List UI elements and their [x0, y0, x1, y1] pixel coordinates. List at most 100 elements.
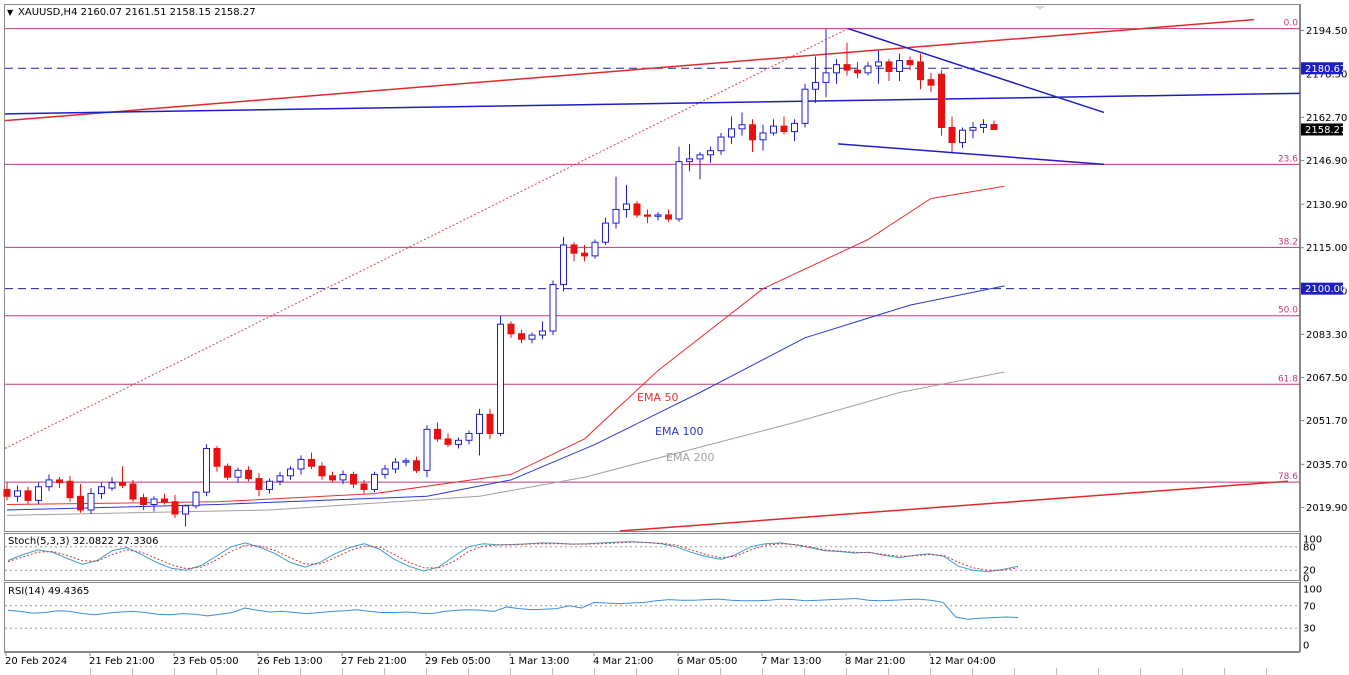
current-price-tag: [1301, 123, 1343, 136]
collapse-arrow-icon[interactable]: ▼: [7, 8, 14, 17]
candle-bearish: [854, 69, 861, 74]
stoch-tick-label: 0: [1303, 574, 1309, 585]
candle-bullish: [203, 447, 210, 493]
candle-bullish: [560, 244, 567, 286]
candle-bullish: [528, 334, 536, 340]
candle-bullish: [182, 505, 189, 515]
price-tag-label: 2100.00: [1305, 284, 1346, 295]
one-click-trading-handle[interactable]: [1035, 6, 1045, 10]
price-axis: 2194.50 2178.50 2162.70 2146.90 2130.90 2115.…: [1300, 26, 1347, 514]
ema50-line: [6, 185, 1005, 505]
trendline-blue-horizontal: [4, 92, 1301, 115]
candle-bullish: [98, 486, 105, 495]
candle-bearish: [360, 483, 368, 490]
time-tick-label: 8 Mar 21:00: [845, 656, 905, 667]
candle-bearish: [990, 124, 998, 130]
candle-bearish: [3, 488, 11, 497]
candle-bullish: [833, 64, 840, 74]
level-price-tag: [1301, 282, 1343, 295]
price-tick-label: 2067.50: [1306, 373, 1347, 384]
stoch-main-line: [7, 541, 1019, 573]
time-axis: 20 Feb 2024 21 Feb 21:00 23 Feb 05:00 26 Fe…: [5, 652, 1267, 675]
stoch-tick-label: 100: [1303, 535, 1322, 546]
candle-bearish: [140, 497, 147, 505]
price-tick-label: 2051.70: [1306, 416, 1347, 427]
candle-bullish: [476, 413, 483, 434]
candle-bullish: [287, 468, 294, 477]
fib-level-label: 61.8: [1278, 374, 1298, 384]
candle-bullish: [87, 493, 95, 511]
rsi-tick-label: 70: [1303, 601, 1316, 612]
candle-bearish: [434, 428, 441, 440]
candle-bullish: [791, 122, 798, 133]
candle-bullish: [675, 161, 683, 220]
rsi-tick-label: 30: [1303, 624, 1316, 635]
time-tick-label: 1 Mar 13:00: [509, 656, 569, 667]
candle-bearish: [77, 495, 84, 511]
fib-level-label: 23.6: [1278, 154, 1298, 164]
candle-bearish: [917, 61, 924, 81]
price-tick-label: 2146.90: [1306, 156, 1347, 167]
price-tick-label: 2019.90: [1306, 503, 1347, 514]
candle-bearish: [780, 125, 788, 133]
candle-bullish: [392, 461, 399, 470]
price-tick-label: 2083.30: [1306, 330, 1347, 341]
stoch-tick-label: 80: [1303, 542, 1316, 553]
candle-bearish: [413, 460, 420, 471]
candle-bullish: [381, 468, 389, 475]
candle-bullish: [402, 460, 410, 463]
candle-bullish: [591, 241, 599, 257]
candle-bearish: [948, 126, 956, 144]
time-tick-label: 21 Feb 21:00: [89, 656, 155, 667]
candle-bearish: [213, 447, 221, 467]
price-tick-label: 2115.00: [1306, 243, 1347, 254]
candle-bullish: [276, 475, 284, 482]
price-pane: 0.0 23.6 38.2 50.0 61.8 78.6: [3, 19, 1301, 532]
symbol-info: XAUUSD,H4 2160.07 2161.51 2158.15 2158.2…: [18, 7, 256, 18]
candle-bullish: [602, 222, 609, 243]
time-tick-label: 7 Mar 13:00: [761, 656, 821, 667]
candle-bullish: [612, 208, 620, 224]
candle-bullish: [266, 480, 273, 490]
candle-bullish: [623, 203, 630, 210]
time-tick-label: 27 Feb 21:00: [341, 656, 407, 667]
candle-bearish: [255, 478, 263, 490]
candle-bullish: [686, 158, 693, 163]
candle-bullish: [14, 490, 21, 497]
time-tick-label: 23 Feb 05:00: [173, 656, 239, 667]
ema100-label: EMA 100: [655, 425, 703, 438]
candle-bullish: [801, 88, 809, 124]
candle-bullish: [654, 214, 662, 217]
rsi-pane-frame: [4, 582, 1300, 652]
price-tick-label: 2035.70: [1306, 460, 1347, 471]
stoch-pane-frame: [4, 533, 1300, 581]
time-tick-label: 6 Mar 05:00: [677, 656, 737, 667]
candle-bullish: [35, 486, 42, 501]
candle-bearish: [350, 473, 357, 485]
main-chart-frame: [4, 4, 1300, 532]
rsi-tick-label: 0: [1303, 641, 1309, 652]
candle-bearish: [308, 458, 315, 467]
price-tick-label: 2130.90: [1306, 200, 1347, 211]
candle-bullish: [759, 132, 767, 141]
price-tag-label: 2180.67: [1305, 64, 1346, 75]
price-tag-label: 2158.27: [1305, 125, 1346, 136]
rsi-label: RSI(14) 49.4365: [8, 586, 89, 597]
ema200-label: EMA 200: [666, 451, 714, 464]
stoch-tick-label: 20: [1303, 566, 1316, 577]
candle-bearish: [245, 469, 252, 480]
candle-bullish: [770, 125, 777, 134]
time-tick-label: 26 Feb 13:00: [257, 656, 323, 667]
fib-level-label: 78.6: [1278, 472, 1298, 482]
fib-level-label: 50.0: [1278, 306, 1298, 316]
candle-bullish: [108, 482, 116, 489]
stoch-label: Stoch(5,3,3) 32.0822 27.3306: [8, 536, 159, 547]
fib-level-label: 38.2: [1278, 237, 1298, 247]
candle-bullish: [45, 479, 53, 488]
candle-bearish: [119, 482, 126, 486]
rsi-pane: 100 70 30 0: [5, 585, 1322, 652]
candle-bearish: [224, 465, 231, 478]
candle-bearish: [885, 61, 893, 72]
